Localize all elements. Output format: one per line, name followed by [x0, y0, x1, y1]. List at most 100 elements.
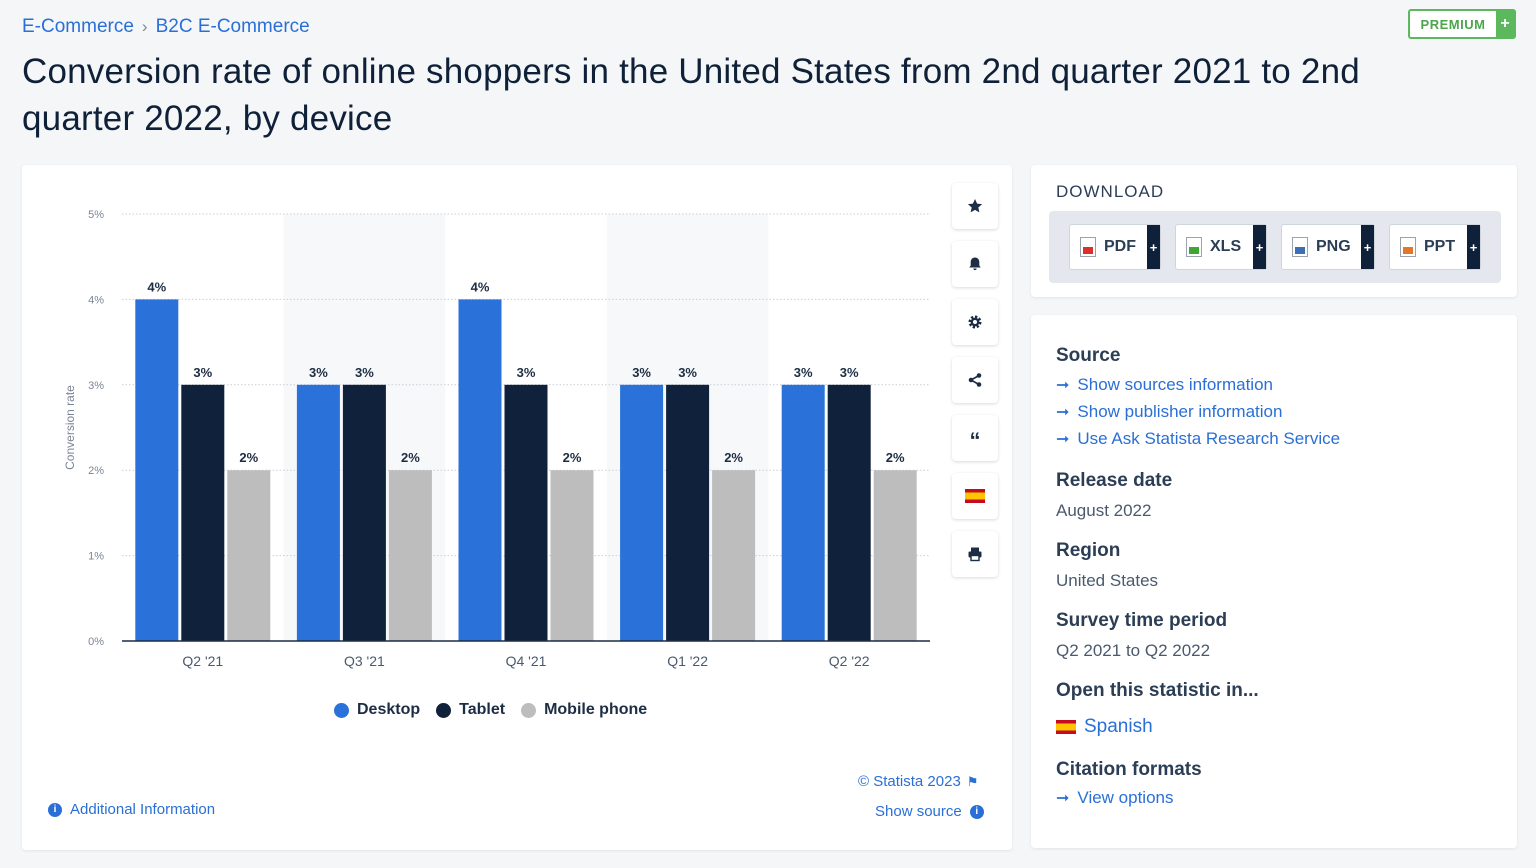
legend-dot-tablet [436, 702, 452, 718]
data-label: 3% [355, 365, 374, 380]
data-label: 3% [678, 365, 697, 380]
source-heading: Source [1056, 345, 1121, 366]
download-png-button[interactable]: PNG + [1281, 224, 1375, 270]
data-label: 4% [471, 279, 490, 294]
png-file-icon [1292, 237, 1308, 257]
star-icon [967, 199, 983, 213]
legend-item-mobile[interactable]: Mobile phone [521, 701, 647, 719]
chart-legend: Desktop Tablet Mobile phone [334, 701, 647, 719]
release-date-heading: Release date [1056, 470, 1173, 491]
bar-desktop [781, 384, 825, 641]
data-label: 3% [632, 365, 651, 380]
bar-mobile-phone [388, 470, 432, 641]
release-date-value: August 2022 [1056, 501, 1152, 520]
page-title: Conversion rate of online shoppers in th… [22, 52, 1360, 138]
breadcrumb-link-ecommerce[interactable]: E-Commerce [22, 16, 134, 37]
show-publisher-link[interactable]: ➞ Show publisher information [1056, 402, 1282, 422]
share-icon [968, 373, 982, 387]
data-label: 3% [193, 365, 212, 380]
download-card: DOWNLOAD PDF + XLS + PNG + PPT + [1031, 165, 1517, 297]
bar-desktop [620, 384, 664, 641]
download-pdf-label: PDF [1104, 238, 1136, 255]
show-source-text: Show source [875, 803, 962, 820]
xls-file-icon [1186, 237, 1202, 257]
notification-button[interactable] [952, 241, 998, 287]
bar-desktop [135, 299, 179, 641]
copyright-text: © Statista 2023 [858, 773, 961, 790]
arrow-right-icon: ➞ [1056, 377, 1070, 394]
citation-formats-heading: Citation formats [1056, 759, 1202, 780]
y-axis-label: Conversion rate [63, 385, 77, 470]
spanish-link-text: Spanish [1084, 716, 1153, 737]
y-tick-label: 2% [88, 465, 104, 477]
breadcrumb-link-b2c[interactable]: B2C E-Commerce [155, 16, 310, 37]
plus-icon: + [1467, 225, 1480, 269]
show-sources-link[interactable]: ➞ Show sources information [1056, 375, 1273, 395]
y-tick-label: 0% [88, 636, 104, 648]
premium-button[interactable]: PREMIUM + [1408, 9, 1516, 39]
bar-chart: 0% 1% 2% 3% 4% 5% Conversion rate 4% 3% 2% Q2 '21 3… [63, 209, 930, 669]
legend-dot-desktop [334, 702, 349, 718]
chart-card: 0% 1% 2% 3% 4% 5% Conversion rate 4% 3% 2% Q2 '21 3… [22, 165, 1012, 850]
additional-information-link[interactable]: i Additional Information [48, 801, 215, 818]
show-source-link[interactable]: Show source i [875, 803, 984, 820]
spanish-link[interactable]: Spanish [1056, 716, 1153, 738]
print-button[interactable] [952, 531, 998, 577]
y-tick-label: 5% [88, 209, 104, 221]
data-label: 4% [147, 279, 166, 294]
spanish-version-button[interactable] [952, 473, 998, 519]
data-label: 3% [309, 365, 328, 380]
info-icon: i [48, 802, 62, 817]
x-tick-label: Q1 '22 [667, 653, 708, 669]
y-tick-label: 4% [88, 294, 104, 306]
arrow-right-icon: ➞ [1056, 431, 1070, 448]
info-icon: i [969, 804, 984, 819]
data-label: 3% [840, 365, 859, 380]
arrow-right-icon: ➞ [1056, 404, 1070, 421]
bar-mobile-phone [550, 470, 594, 641]
ask-statista-link[interactable]: ➞ Use Ask Statista Research Service [1056, 429, 1340, 449]
cite-button[interactable]: “ [952, 415, 998, 461]
download-title: DOWNLOAD [1056, 182, 1165, 201]
bar-mobile-phone [873, 470, 917, 641]
share-button[interactable] [952, 357, 998, 403]
open-statistic-heading: Open this statistic in... [1056, 680, 1259, 701]
data-label: 2% [563, 450, 582, 465]
survey-period-heading: Survey time period [1056, 610, 1228, 631]
arrow-right-icon: ➞ [1056, 790, 1070, 807]
view-options-text: View options [1077, 788, 1174, 807]
copyright[interactable]: © Statista 2023 ⚑ [858, 773, 978, 790]
bar-mobile-phone [712, 470, 756, 641]
data-label: 2% [886, 450, 905, 465]
additional-information-text: Additional Information [70, 801, 216, 818]
plus-icon: + [1253, 225, 1266, 269]
breadcrumb: E-Commerce › B2C E-Commerce [22, 16, 310, 38]
plus-icon: + [1147, 225, 1160, 269]
data-label: 2% [239, 450, 258, 465]
y-tick-label: 3% [88, 380, 104, 392]
y-tick-label: 1% [88, 551, 104, 563]
data-label: 3% [517, 365, 536, 380]
bar-desktop [458, 299, 502, 641]
bar-tablet [666, 384, 710, 641]
legend-label-mobile: Mobile phone [544, 701, 648, 718]
plus-icon: + [1496, 11, 1514, 37]
favorite-button[interactable] [952, 183, 998, 229]
legend-item-desktop[interactable]: Desktop [334, 701, 420, 719]
print-icon [968, 547, 982, 562]
data-label: 3% [794, 365, 813, 380]
bar-tablet [342, 384, 386, 641]
download-pdf-button[interactable]: PDF + [1069, 224, 1161, 270]
settings-button[interactable] [952, 299, 998, 345]
legend-item-tablet[interactable]: Tablet [436, 701, 505, 719]
bell-icon [969, 257, 981, 271]
legend-label-desktop: Desktop [357, 701, 421, 718]
data-label: 2% [724, 450, 743, 465]
bar-tablet [827, 384, 871, 641]
download-ppt-button[interactable]: PPT + [1389, 224, 1481, 270]
download-xls-button[interactable]: XLS + [1175, 224, 1267, 270]
ask-statista-text: Use Ask Statista Research Service [1077, 429, 1341, 448]
ppt-file-icon [1400, 237, 1416, 257]
show-publisher-text: Show publisher information [1077, 402, 1283, 421]
view-options-link[interactable]: ➞ View options [1056, 788, 1174, 808]
